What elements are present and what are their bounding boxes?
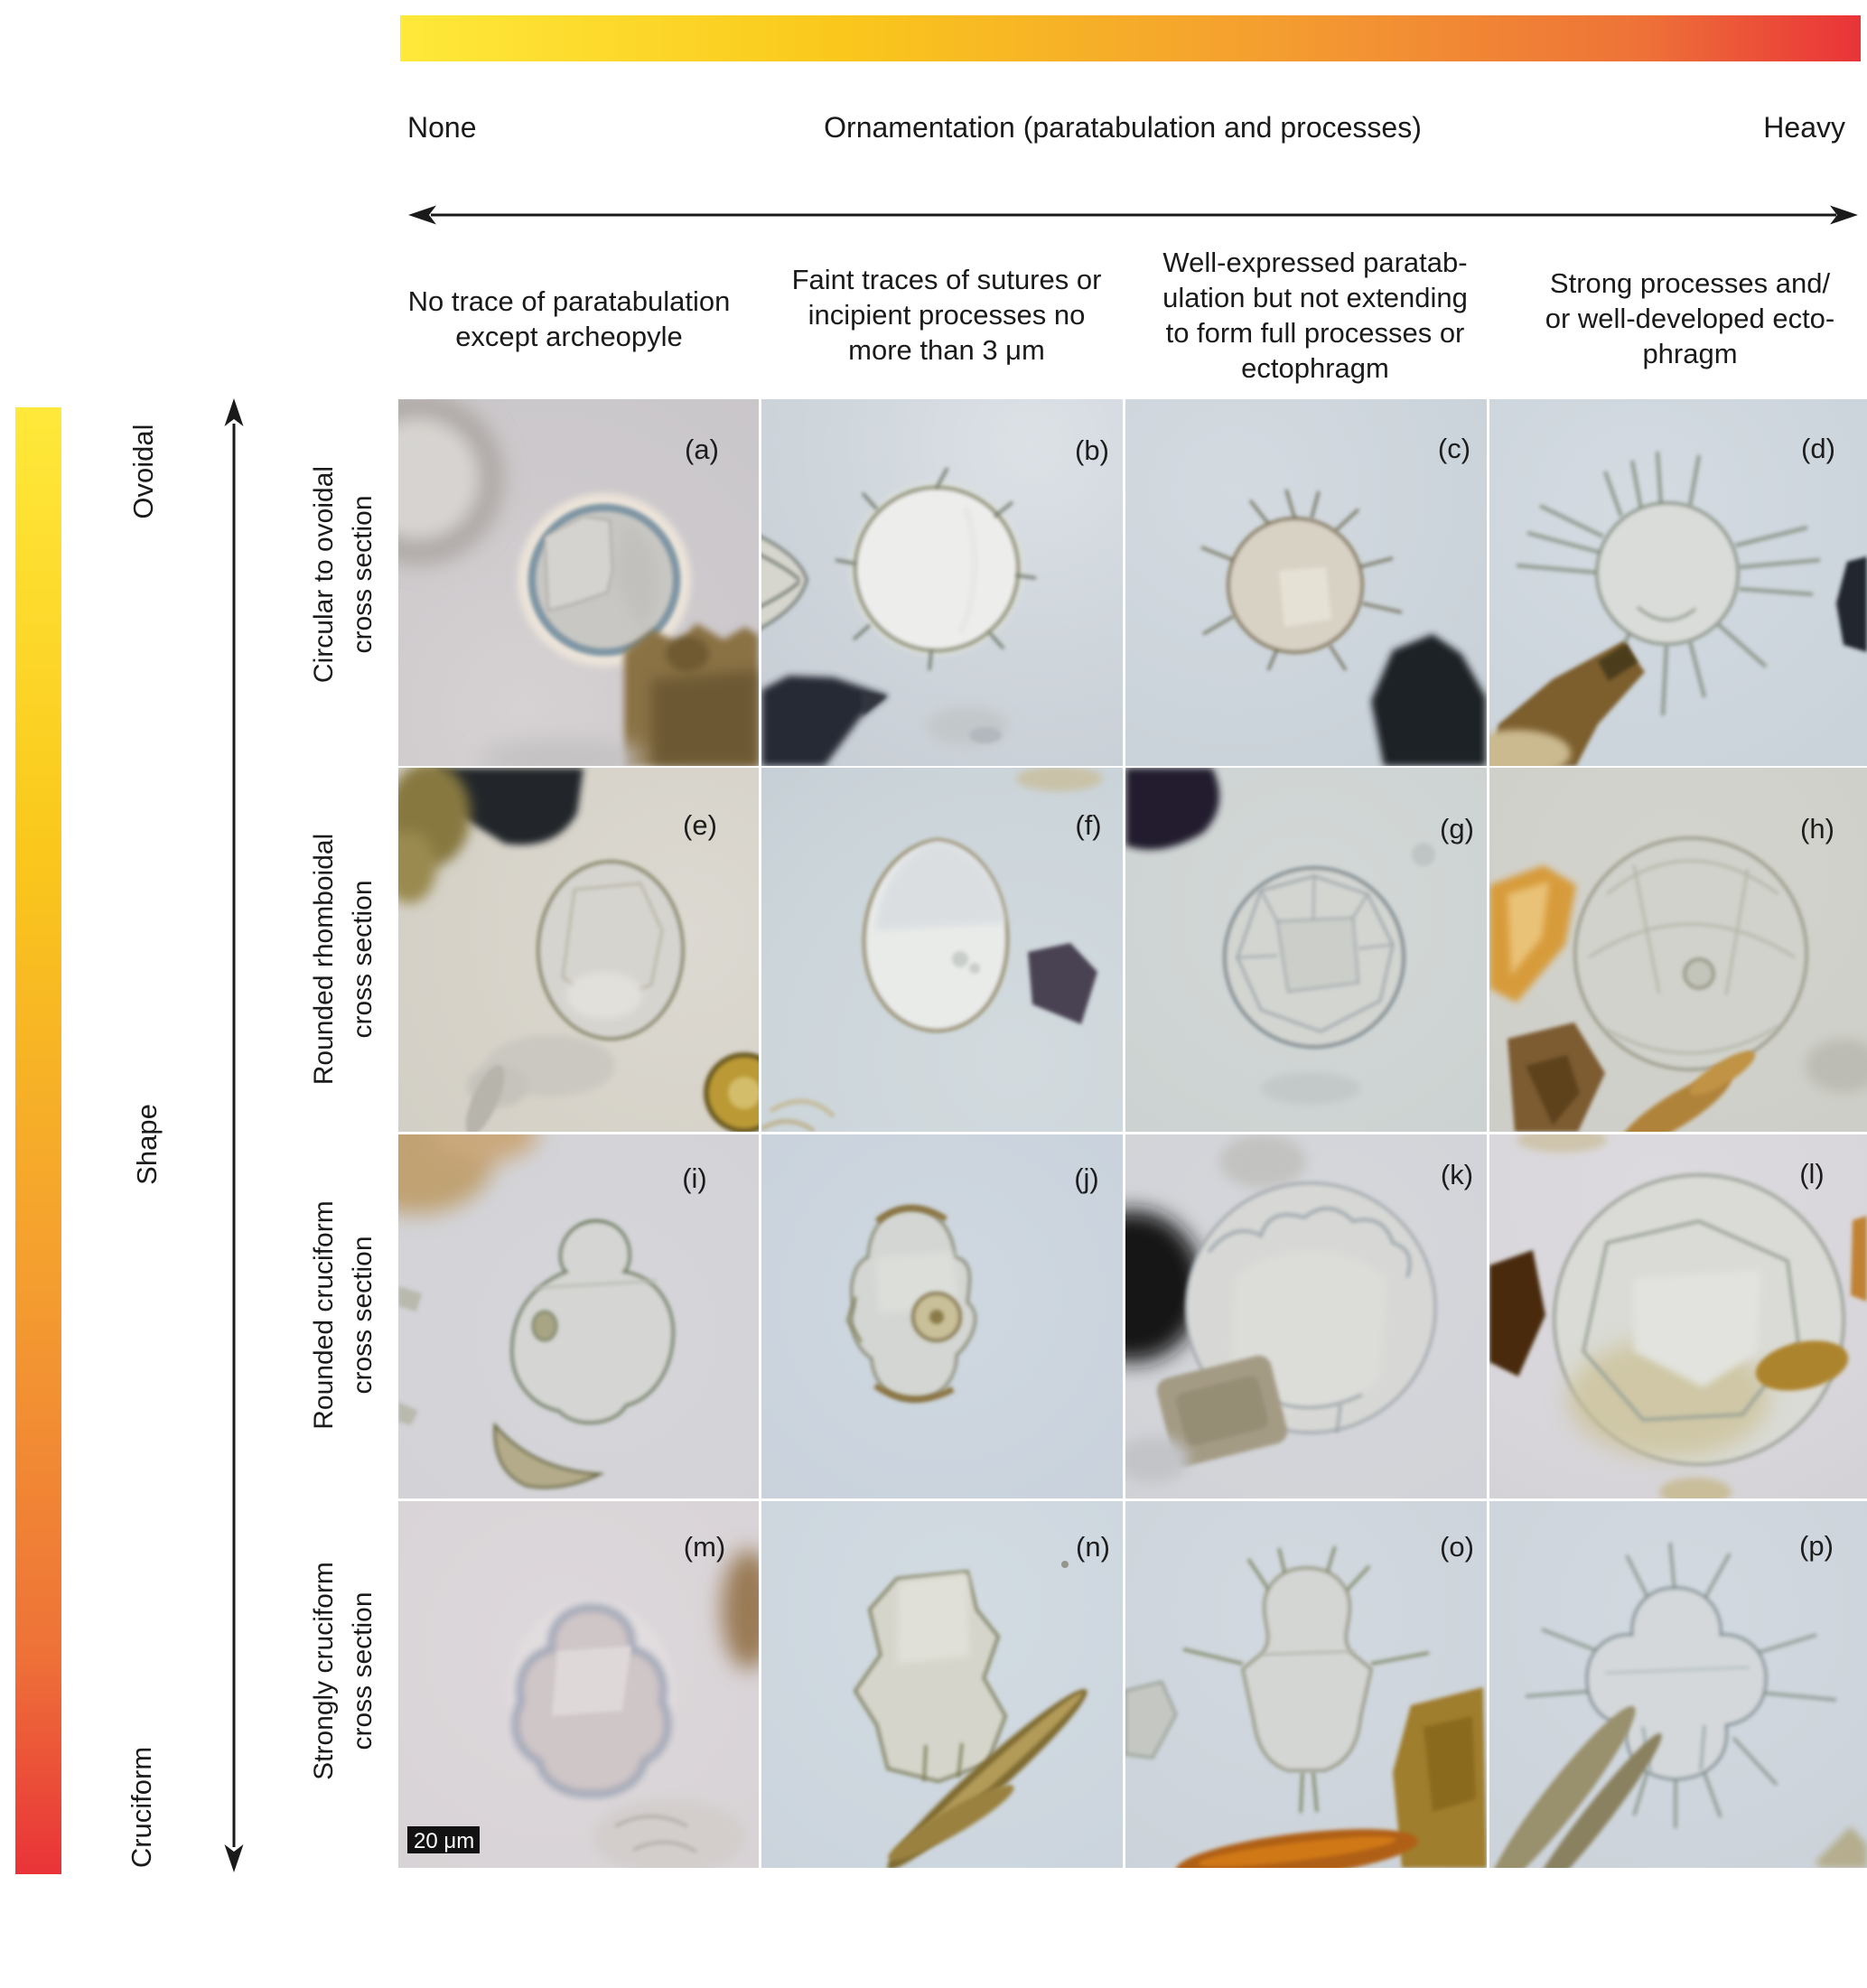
svg-text:20 μm: 20 μm [414,1829,474,1853]
